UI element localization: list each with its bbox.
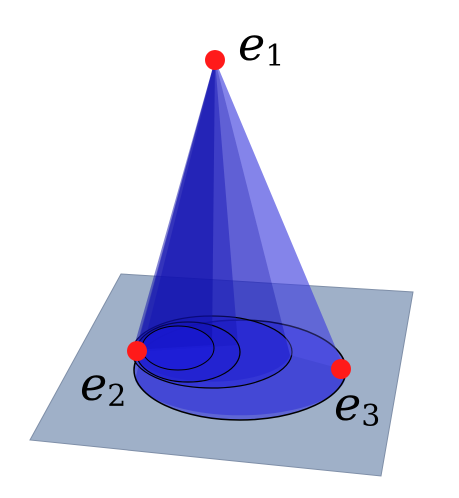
- smallest-cone-base: [141, 325, 215, 371]
- label-e1: e1: [238, 17, 284, 74]
- vertex-e2: [127, 341, 147, 361]
- cone-highlight-right: [215, 60, 345, 370]
- smallest-cone-surface: [133, 60, 215, 350]
- vertex-e1: [205, 50, 225, 70]
- label-e3: e3: [334, 377, 380, 434]
- vertex-e3: [331, 359, 351, 379]
- label-e2: e2: [80, 357, 126, 414]
